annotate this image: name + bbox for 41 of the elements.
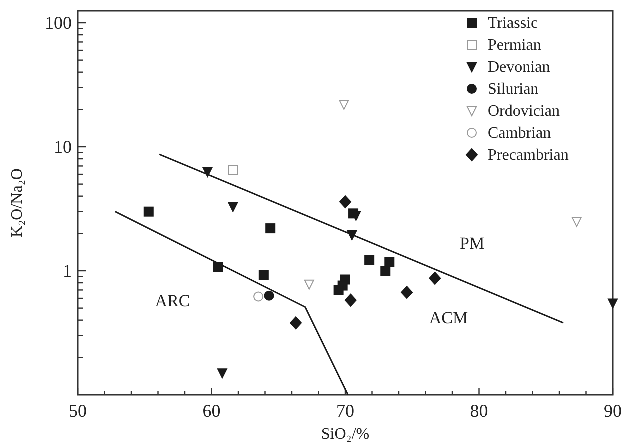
legend-label: Silurian: [488, 81, 539, 98]
point: [401, 286, 414, 300]
point: [339, 100, 350, 110]
point: [344, 294, 357, 307]
point: [202, 167, 213, 178]
y-tick-label: 1: [63, 261, 72, 282]
legend-label: Devonian: [488, 59, 550, 76]
point: [608, 298, 618, 309]
x-tick-label: 60: [202, 401, 221, 421]
point: [144, 206, 154, 217]
point: [340, 196, 352, 209]
annotation: PM: [460, 234, 485, 254]
x-tick-label: 50: [69, 401, 87, 421]
annotation: ARC: [155, 292, 190, 311]
point: [228, 202, 238, 212]
point: [364, 255, 375, 266]
legend-label: Permian: [488, 37, 542, 54]
x-tick-label: 80: [470, 401, 488, 421]
legend-label: Ordovician: [488, 103, 560, 120]
point: [290, 316, 302, 330]
x-tick-label: 70: [336, 401, 354, 421]
point: [258, 270, 269, 280]
point: [266, 224, 276, 234]
annotation: ACM: [429, 308, 468, 328]
point: [264, 290, 274, 301]
x-axis-title: SiO₂/%: [321, 426, 370, 443]
legend-label: Cambrian: [488, 125, 552, 142]
point: [572, 217, 582, 228]
legend-label: Triassic: [488, 15, 538, 32]
legend-label: Precambrian: [488, 147, 569, 164]
y-axis-title: K₂O/Na₂O: [9, 168, 26, 238]
y-tick-label: 100: [45, 13, 72, 34]
y-tick-label: 10: [54, 137, 72, 158]
x-tick-label: 90: [604, 401, 622, 421]
point: [304, 280, 314, 290]
point: [228, 165, 238, 176]
point: [380, 266, 391, 276]
point: [254, 292, 264, 302]
point: [384, 257, 395, 268]
point: [429, 272, 442, 286]
point: [217, 368, 228, 379]
